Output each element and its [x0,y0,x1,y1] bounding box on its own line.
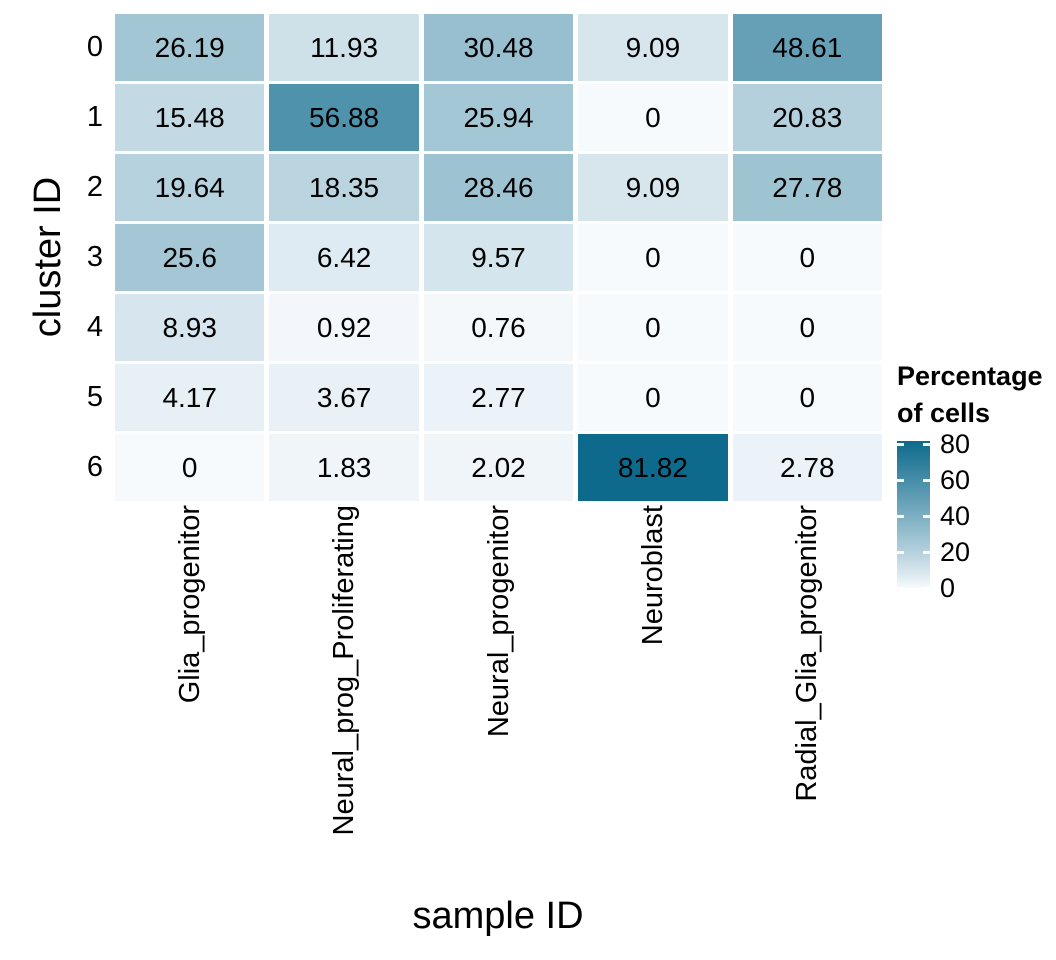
heatmap-cell-r1c1: 56.88 [269,84,419,151]
heatmap-cell-r0c2: 30.48 [423,14,574,81]
legend: Percentage of cells 80 60 40 20 0 [897,358,1056,658]
legend-colorbar-wrap: 80 60 40 20 0 [897,430,970,602]
legend-colorbar [897,441,930,588]
legend-tick-label: 80 [940,429,971,460]
legend-tick-mark [923,550,930,554]
legend-title: Percentage of cells [897,358,1056,432]
y-tick-label: 5 [86,381,103,413]
legend-title-line2: of cells [897,398,991,428]
x-tick-label: Neural_progenitor [482,505,515,738]
heatmap-cell-r2c2: 28.46 [423,154,574,221]
heatmap-cell-r1c3: 0 [578,84,728,151]
legend-tick-mark [897,478,904,482]
heatmap-cell-r6c0: 0 [115,434,265,501]
legend-tick-mark [897,550,904,554]
y-tick-label: 0 [86,31,103,63]
heatmap-cell-r2c3: 9.09 [578,154,728,221]
heatmap-cell-r0c3: 9.09 [578,14,728,81]
legend-tick-mark [923,442,930,446]
heatmap-cell-r2c1: 18.35 [269,154,419,221]
legend-tick-label: 20 [940,537,971,568]
heatmap-cell-r5c1: 3.67 [269,364,419,431]
heatmap-cell-r4c0: 8.93 [115,294,265,361]
y-tick-label: 1 [86,101,103,133]
heatmap-cell-r3c3: 0 [578,224,728,291]
heatmap-cell-r3c2: 9.57 [423,224,574,291]
heatmap-cell-r1c2: 25.94 [423,84,574,151]
heatmap-cell-r6c3: 81.82 [578,434,728,501]
heatmap-cell-r6c1: 1.83 [269,434,419,501]
legend-tick-label: 60 [940,465,971,496]
heatmap-cell-r4c2: 0.76 [423,294,574,361]
legend-tick-label: 0 [940,573,956,603]
x-tick-label: Neural_prog_Proliferating [328,505,361,836]
heatmap-cell-r6c2: 2.02 [423,434,574,501]
legend-tick-mark [923,478,930,482]
heatmap-cell-r0c4: 48.61 [732,14,882,81]
x-tick-label: Neuroblast [636,505,669,646]
y-tick-label: 3 [86,241,103,273]
heatmap-cell-r3c0: 25.6 [115,224,265,291]
heatmap-cell-r0c0: 26.19 [115,14,265,81]
heatmap-cell-r5c3: 0 [578,364,728,431]
heatmap-cell-r5c2: 2.77 [423,364,574,431]
legend-tick-mark [923,586,930,590]
y-tick-label: 6 [86,451,103,483]
heatmap-cell-r3c1: 6.42 [269,224,419,291]
heatmap-cell-r5c4: 0 [732,364,882,431]
heatmap-cell-r4c4: 0 [732,294,882,361]
legend-tick-mark [897,586,904,590]
x-axis-title: sample ID [412,895,584,937]
heatmap-cell-r4c3: 0 [578,294,728,361]
heatmap-cell-r3c4: 0 [732,224,882,291]
legend-title-line1: Percentage [897,361,1043,391]
x-tick-label: Radial_Glia_progenitor [791,505,824,802]
heatmap-cell-r2c4: 27.78 [732,154,882,221]
heatmap-cell-r4c1: 0.92 [269,294,419,361]
legend-tick-mark [923,514,930,518]
y-tick-label: 4 [86,311,103,343]
heatmap-grid: 26.19 11.93 30.48 9.09 48.61 15.48 56.88 25.94 0… [115,14,882,501]
y-tick-label: 2 [86,171,103,203]
heatmap-cell-r2c0: 19.64 [115,154,265,221]
y-axis-tick-labels: 0 1 2 3 4 5 6 [0,14,103,501]
x-tick-label: Glia_progenitor [173,505,206,704]
legend-tick-label: 40 [940,501,971,532]
legend-tick-mark [897,514,904,518]
heatmap-cell-r6c4: 2.78 [732,434,882,501]
legend-tick-mark [897,442,904,446]
heatmap-cell-r0c1: 11.93 [269,14,419,81]
heatmap-cell-r5c0: 4.17 [115,364,265,431]
heatmap-cell-r1c0: 15.48 [115,84,265,151]
heatmap-cell-r1c4: 20.83 [732,84,882,151]
